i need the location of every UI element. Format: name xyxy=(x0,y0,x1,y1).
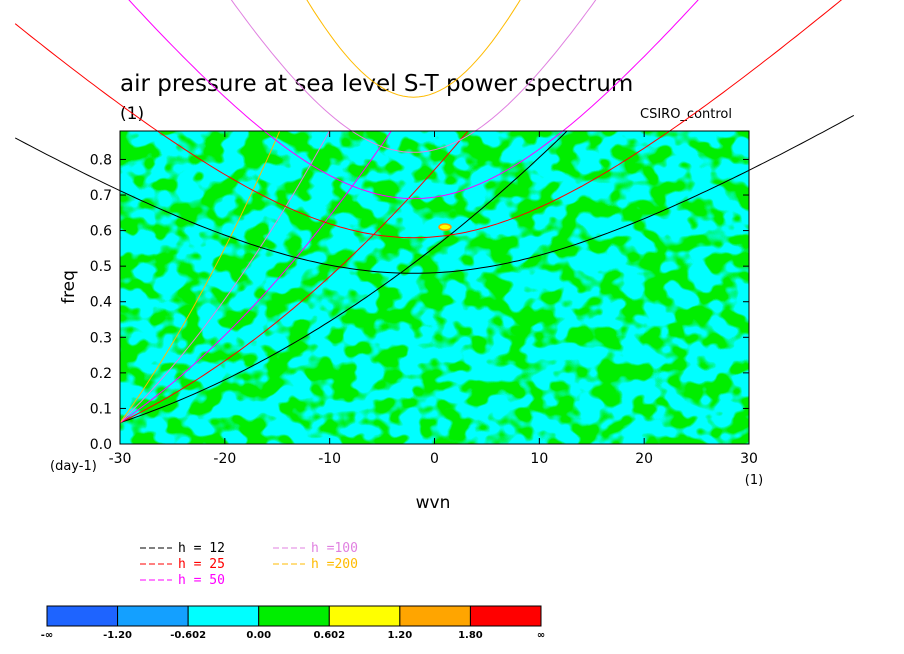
legend-label: h = 50 xyxy=(178,573,225,588)
dispersion-curve-rising xyxy=(120,131,330,424)
legend-label: h =100 xyxy=(311,541,358,556)
legend-label: h = 25 xyxy=(178,557,225,572)
power-field xyxy=(120,131,749,444)
colorbar-swatch xyxy=(328,605,401,627)
y-tick-label: 0.6 xyxy=(90,224,112,240)
x-axis-label: wvn xyxy=(416,493,451,513)
y-tick-label: 0.4 xyxy=(90,295,112,311)
y-axis-unit: (day-1) xyxy=(50,459,97,474)
dispersion-curves-in-plot xyxy=(120,131,568,424)
y-axis-label: freq xyxy=(59,270,79,304)
colorbar-label: ∞ xyxy=(537,630,545,641)
colorbar-label: -∞ xyxy=(41,630,53,641)
dispersion-curve-parabola xyxy=(14,114,855,274)
x-axis-unit: (1) xyxy=(745,473,763,488)
y-tick-label: 0.3 xyxy=(90,330,112,346)
colorbar-swatch xyxy=(117,605,189,627)
dispersion-curve-rising xyxy=(120,131,469,424)
colorbar-swatch xyxy=(258,605,330,627)
legend-label: h =200 xyxy=(311,557,358,572)
colorbar-swatch xyxy=(46,605,119,627)
y-tick-label: 0.0 xyxy=(90,437,112,453)
field-green-patches xyxy=(120,131,749,444)
y-tick-label: 0.2 xyxy=(90,366,112,382)
colorbar-label: 1.80 xyxy=(458,630,483,641)
legend-label: h = 12 xyxy=(178,541,225,556)
x-tick-label: -10 xyxy=(318,451,341,467)
y-tick-label: 0.5 xyxy=(90,259,112,275)
dispersion-curve-parabola xyxy=(128,0,699,200)
x-tick-label: 0 xyxy=(430,451,439,467)
x-tick-label: 20 xyxy=(635,451,653,467)
x-tick-label: -20 xyxy=(213,451,236,467)
dispersion-curve-rising xyxy=(120,131,568,424)
colorbar-label: -1.20 xyxy=(103,630,132,641)
colorbar: -∞ -1.20 -0.602 0.00 0.602 1.20 1.80 ∞ xyxy=(41,605,545,641)
colorbar-label: 0.00 xyxy=(246,630,271,641)
colorbar-label: 0.602 xyxy=(313,630,345,641)
dispersion-curve-parabola xyxy=(230,0,597,153)
colorbar-label: -0.602 xyxy=(170,630,206,641)
colorbar-label: 1.20 xyxy=(388,630,413,641)
dataset-label: CSIRO_control xyxy=(640,107,732,122)
dispersion-curves-above-plot xyxy=(14,0,855,274)
field-maximum xyxy=(438,223,452,231)
y-tick-label: 0.1 xyxy=(90,401,112,417)
colorbar-swatch xyxy=(399,605,471,627)
colorbar-swatch xyxy=(469,605,542,627)
dispersion-curve-parabola xyxy=(14,0,843,239)
x-axis-ticks: -30 -20 -10 0 10 20 30 xyxy=(109,131,758,467)
colorbar-swatch xyxy=(187,605,260,627)
x-tick-label: 30 xyxy=(740,451,758,467)
dispersion-curve-rising xyxy=(120,131,392,424)
y-tick-label: 0.8 xyxy=(90,152,112,168)
x-tick-label: 10 xyxy=(530,451,548,467)
y-tick-label: 0.7 xyxy=(90,188,112,204)
x-tick-label: -30 xyxy=(109,451,132,467)
dispersion-curve-parabola xyxy=(306,0,521,98)
dispersion-curve-rising xyxy=(120,131,281,423)
y-axis-ticks: 0.0 0.1 0.2 0.3 0.4 0.5 0.6 0.7 0.8 xyxy=(90,152,749,453)
